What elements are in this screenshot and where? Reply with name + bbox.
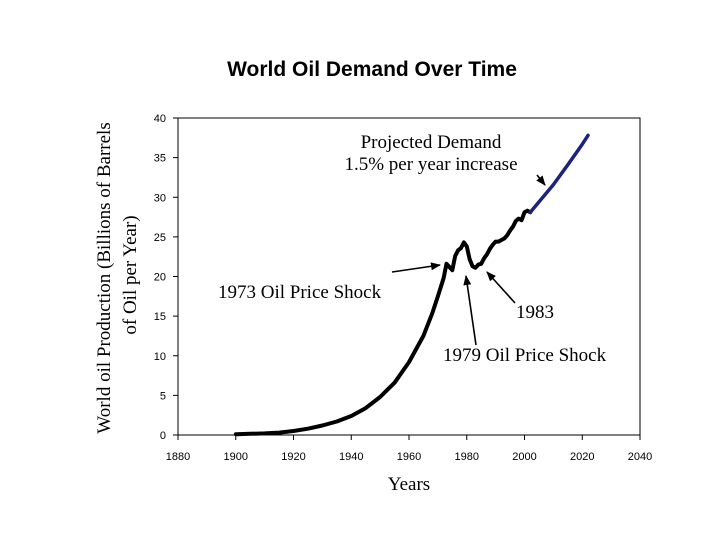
x-tick-label: 2000	[512, 451, 536, 463]
projected-demand-arrow	[536, 174, 546, 186]
x-axis-label: Years	[388, 474, 430, 495]
shock-1979-arrow	[463, 275, 477, 346]
x-tick-label: 1940	[339, 451, 363, 463]
y-tick-label: 30	[154, 192, 166, 204]
chart-title: World Oil Demand Over Time	[227, 58, 517, 81]
y-tick-label: 25	[154, 232, 166, 244]
x-tick-label: 1980	[455, 451, 479, 463]
series-projected-demand	[528, 133, 590, 215]
annotation-arrows	[391, 174, 546, 346]
x-tick-label: 1900	[224, 451, 248, 463]
y-tick-label: 15	[154, 311, 166, 323]
series-layer	[233, 133, 590, 437]
x-tick-label: 1920	[281, 451, 305, 463]
annotation-shock-1973: 1973 Oil Price Shock	[218, 282, 382, 303]
y-tick-label: 20	[154, 272, 166, 284]
annotation-shock-1979: 1979 Oil Price Shock	[443, 345, 607, 366]
annotation-growth-rate: 1.5% per year increase	[344, 154, 517, 175]
y-tick-label: 10	[154, 351, 166, 363]
x-tick-label: 2020	[570, 451, 594, 463]
x-tick-label: 1960	[397, 451, 421, 463]
y-tick-label: 40	[154, 113, 166, 125]
annotation-year-1983: 1983	[516, 302, 554, 323]
x-tick-label: 1880	[166, 451, 190, 463]
y-axis-label-line-2: of Oil per Year)	[120, 215, 141, 334]
series-historical-production	[233, 208, 533, 437]
y-tick-label: 5	[160, 390, 166, 402]
y-axis-ticks: 0 5 10 15 20 25 30 35 40	[154, 113, 178, 442]
y-tick-label: 35	[154, 153, 166, 165]
y-tick-label: 0	[160, 430, 166, 442]
y-axis-label-line-1: World oil Production (Billions of Barrel…	[94, 122, 115, 433]
x-tick-label: 2040	[628, 451, 652, 463]
year-1983-arrow	[486, 271, 516, 304]
shock-1973-arrow	[391, 262, 441, 273]
annotation-projected-demand: Projected Demand	[361, 132, 502, 153]
x-axis-ticks: 1880 1900 1920 1940 1960 1980 2000 2020 2040	[166, 435, 652, 463]
